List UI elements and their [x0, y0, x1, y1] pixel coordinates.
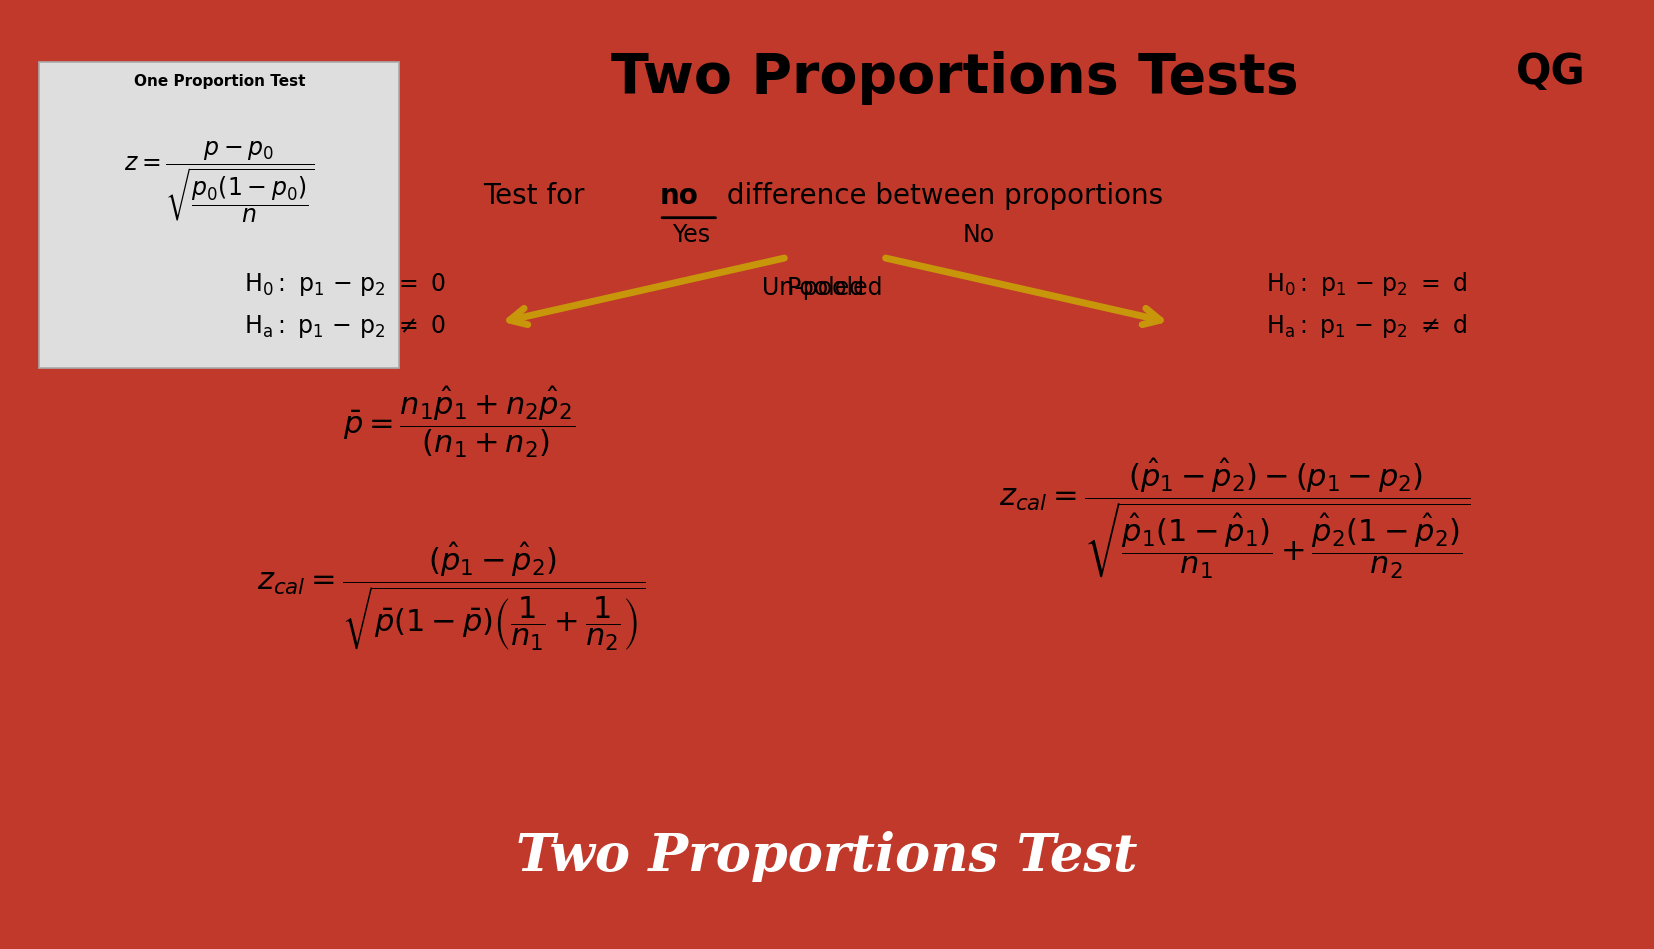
Text: $\mathrm{H_0}\mathrm{:}\ \mathrm{p_1}\ \mathrm{-}\ \mathrm{p_2}\ \mathrm{=}\ \ma: $\mathrm{H_0}\mathrm{:}\ \mathrm{p_1}\ \… [243, 270, 445, 298]
Text: Yes: Yes [672, 222, 710, 247]
Text: difference between proportions: difference between proportions [718, 182, 1163, 211]
Text: Test for: Test for [483, 182, 594, 211]
Text: No: No [963, 222, 994, 247]
Text: QG: QG [1517, 51, 1586, 93]
FancyBboxPatch shape [40, 63, 399, 368]
Text: $\bar{p} = \dfrac{n_1\hat{p}_1 + n_2\hat{p}_2}{(n_1 + n_2)}$: $\bar{p} = \dfrac{n_1\hat{p}_1 + n_2\hat… [344, 383, 576, 459]
Text: One Proportion Test: One Proportion Test [134, 74, 306, 89]
Text: $z_{cal} = \dfrac{(\hat{p}_1 - \hat{p}_2)}{\sqrt{\bar{p}(1-\bar{p})\left(\dfrac{: $z_{cal} = \dfrac{(\hat{p}_1 - \hat{p}_2… [256, 541, 645, 653]
Text: Pooled: Pooled [787, 276, 865, 300]
Text: $\mathrm{H_a}\mathrm{:}\ \mathrm{p_1}\ \mathrm{-}\ \mathrm{p_2}\ \mathrm{\neq}\ : $\mathrm{H_a}\mathrm{:}\ \mathrm{p_1}\ \… [243, 313, 445, 340]
Text: $z_{cal} = \dfrac{(\hat{p}_1 - \hat{p}_2) - (p_1 - p_2)}{\sqrt{\dfrac{\hat{p}_1(: $z_{cal} = \dfrac{(\hat{p}_1 - \hat{p}_2… [999, 456, 1470, 581]
Text: $\mathrm{H_0}\mathrm{:}\ \mathrm{p_1}\ \mathrm{-}\ \mathrm{p_2}\ \mathrm{=}\ \ma: $\mathrm{H_0}\mathrm{:}\ \mathrm{p_1}\ \… [1267, 270, 1467, 298]
Text: Two Proportions Test: Two Proportions Test [516, 831, 1138, 883]
Text: no: no [660, 182, 698, 211]
Text: Un-pooled: Un-pooled [762, 276, 883, 300]
Text: $\mathrm{H_a}\mathrm{:}\ \mathrm{p_1}\ \mathrm{-}\ \mathrm{p_2}\ \mathrm{\neq}\ : $\mathrm{H_a}\mathrm{:}\ \mathrm{p_1}\ \… [1267, 312, 1467, 341]
Text: Two Proportions Tests: Two Proportions Tests [610, 51, 1298, 105]
Text: $z = \dfrac{p - p_0}{\sqrt{\dfrac{p_0(1-p_0)}{n}}}$: $z = \dfrac{p - p_0}{\sqrt{\dfrac{p_0(1-… [124, 139, 314, 225]
